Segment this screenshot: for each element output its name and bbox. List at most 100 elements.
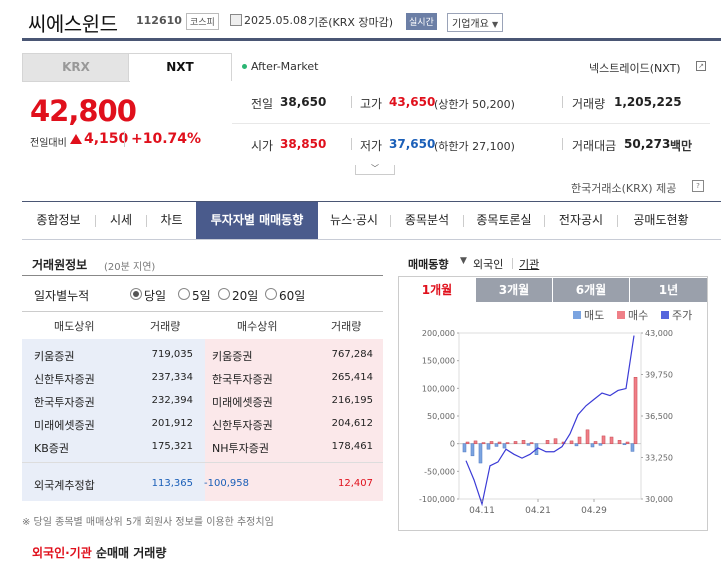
- calendar-icon: [230, 14, 242, 26]
- sell-volume: 201,912: [151, 418, 193, 429]
- nav-analysis[interactable]: 종목분석: [404, 213, 450, 227]
- nav-discussion[interactable]: 종목토론실: [476, 213, 532, 227]
- low-value: 37,650: [389, 137, 436, 151]
- up-arrow-icon: [70, 134, 82, 144]
- sell-column-bg: [22, 339, 205, 501]
- buy-volume: 216,195: [331, 395, 373, 406]
- bottom-section-title: 외국인·기관 순매매 거래량: [32, 544, 166, 561]
- nav-investor-trend[interactable]: 투자자별 매매동향: [196, 202, 318, 239]
- current-price: 42,800: [30, 94, 137, 128]
- nav-divider: [390, 215, 391, 227]
- buy-column-bg: [205, 339, 383, 501]
- amount-unit: 백만: [670, 139, 693, 153]
- after-market-label: After-Market: [251, 60, 319, 73]
- nav-news[interactable]: 뉴스·공시: [330, 213, 378, 227]
- nav-quotes[interactable]: 시세: [109, 213, 133, 227]
- amount-label: 거래대금: [572, 139, 617, 153]
- sell-broker: KB증권: [34, 442, 69, 455]
- foreign-sell: 113,365: [151, 478, 193, 489]
- radio-60d[interactable]: [265, 288, 277, 300]
- buy-bar: [473, 440, 478, 444]
- external-link-icon[interactable]: ↗: [696, 61, 706, 71]
- high-label: 고가: [360, 97, 383, 111]
- stat-divider: [562, 96, 563, 108]
- buy-broker: NH투자증권: [212, 442, 269, 455]
- sell-volume: 175,321: [151, 441, 193, 452]
- sell-bar: [598, 443, 603, 446]
- market-badge: 코스피: [186, 13, 219, 30]
- nav-summary[interactable]: 종합정보: [36, 213, 81, 227]
- company-overview-label: 기업개요: [452, 19, 489, 30]
- stat-divider: [351, 138, 352, 150]
- y-tick-label-left: 200,000: [422, 329, 455, 338]
- prev-close-value: 38,650: [280, 95, 327, 109]
- legend-price: 주가: [672, 309, 693, 322]
- buy-bar: [609, 436, 614, 444]
- x-tick-label: 04.21: [525, 506, 551, 516]
- trend-chart: 200,000 150,000 100,000 50,000 0 -50,000 -100,…: [419, 329, 673, 516]
- company-overview-button[interactable]: 기업개요 ▼: [447, 13, 504, 32]
- th-buy-top: 매수상위: [237, 320, 278, 333]
- chart-legend: 매도 매수 주가: [571, 307, 707, 322]
- change-value: 4,150: [84, 131, 129, 147]
- sell-bar: [590, 443, 595, 448]
- period-1m[interactable]: 1개월: [399, 278, 475, 302]
- period-3m[interactable]: 3개월: [476, 278, 552, 302]
- foreign-net: -100,958: [204, 478, 249, 489]
- radio-5d[interactable]: [178, 288, 190, 300]
- broker-table-header: 매도상위 거래량 매수상위 거래량: [22, 311, 383, 340]
- radio-60d-label: 60일: [279, 289, 306, 303]
- broker-note: ※ 당일 종목별 매매상위 5개 회원사 정보를 이용한 추정치임: [22, 517, 274, 528]
- buy-bar: [569, 440, 574, 444]
- sell-bar: [494, 443, 499, 447]
- stats-separator: [232, 123, 710, 124]
- help-icon[interactable]: ?: [692, 180, 704, 192]
- radio-5d-label: 5일: [192, 289, 211, 303]
- th-sell-volume: 거래량: [150, 320, 181, 333]
- nav-short-selling[interactable]: 공매도현황: [633, 213, 689, 227]
- y-tick-label-left: 150,000: [422, 357, 455, 366]
- volume-value: 1,205,225: [614, 95, 682, 109]
- nav-disclosure[interactable]: 전자공시: [558, 213, 604, 227]
- stat-divider: [562, 138, 563, 150]
- legend-sell: 매도: [584, 309, 605, 322]
- tab-nxt[interactable]: NXT: [128, 53, 232, 81]
- header-divider: [22, 38, 721, 41]
- sell-bar: [462, 443, 467, 453]
- expand-toggle[interactable]: ﹀: [355, 165, 395, 175]
- sell-bar: [574, 443, 579, 447]
- buy-bar: [577, 436, 582, 444]
- after-market-dot-icon: [242, 64, 247, 69]
- y-tick-label-right: 43,000: [645, 329, 673, 338]
- trend-chart-box: 1개월 3개월 6개월 1년 매도 매수 주가 200,000 150,000 10…: [398, 276, 708, 531]
- sell-broker: 미래에셋증권: [34, 419, 95, 432]
- base-date: 2025.05.08: [244, 14, 307, 27]
- nav-chart[interactable]: 차트: [160, 213, 183, 227]
- sell-broker: 키움증권: [34, 350, 75, 363]
- trend-inst-link[interactable]: 기관: [519, 258, 540, 271]
- period-6m[interactable]: 6개월: [553, 278, 629, 302]
- radio-20d[interactable]: [218, 288, 230, 300]
- realtime-badge[interactable]: 실시간: [406, 13, 437, 30]
- buy-bar: [529, 442, 534, 444]
- buy-bar: [497, 441, 502, 444]
- th-buy-volume: 거래량: [331, 320, 362, 333]
- trend-title: 매매동향: [408, 258, 449, 271]
- buy-volume: 204,612: [331, 418, 373, 429]
- trend-foreign-link[interactable]: 외국인: [473, 258, 504, 271]
- buy-bar: [553, 438, 558, 444]
- y-tick-label-right: 36,500: [645, 412, 673, 421]
- sell-bar: [526, 443, 531, 446]
- buy-bar: [489, 441, 494, 444]
- sell-bar: [478, 443, 483, 464]
- legend-sell-swatch: [573, 311, 581, 319]
- plot-frame: [458, 332, 642, 500]
- sell-broker: 한국투자증권: [34, 396, 95, 409]
- nav-divider: [617, 215, 618, 227]
- lower-limit: (하한가 27,100): [434, 140, 515, 153]
- prev-close-label: 전일: [251, 97, 274, 111]
- tab-krx[interactable]: KRX: [22, 53, 130, 82]
- period-1y[interactable]: 1년: [630, 278, 707, 302]
- legend-buy-swatch: [617, 311, 625, 319]
- radio-today[interactable]: [130, 288, 142, 300]
